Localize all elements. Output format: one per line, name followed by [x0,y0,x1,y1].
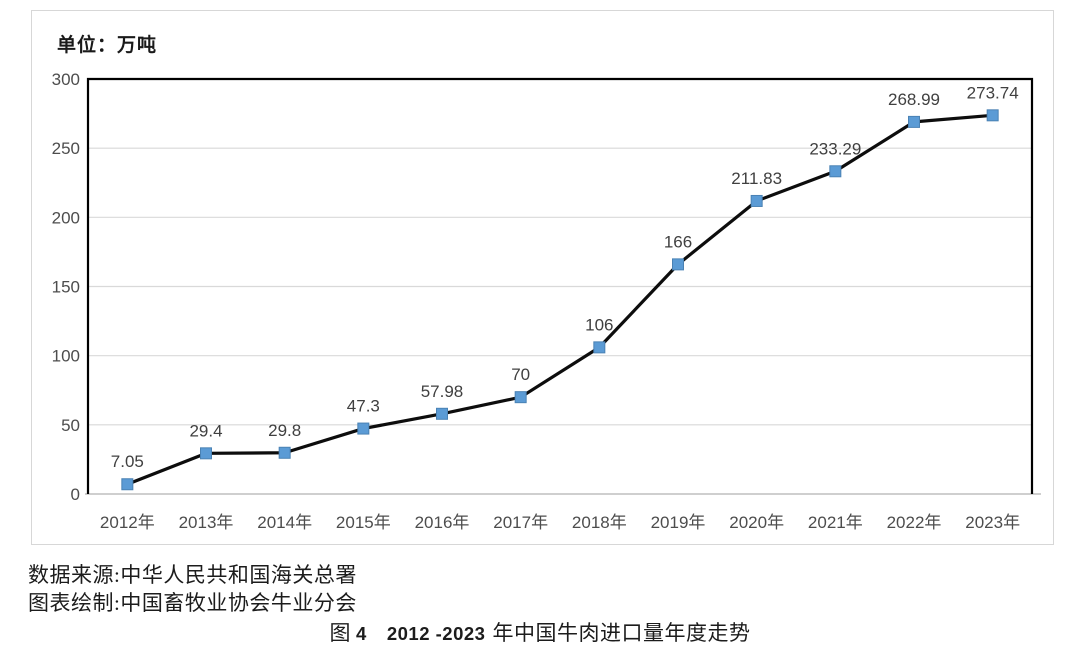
data-point-label: 268.99 [888,90,940,109]
plot-border [86,77,1034,494]
y-tick-label: 300 [52,70,80,89]
x-tick-label: 2015年 [336,513,391,532]
data-point-label: 211.83 [731,169,782,188]
y-tick-label: 200 [52,208,80,227]
data-point-marker [986,109,999,122]
x-tick-label: 2017年 [493,513,548,532]
figure-caption: 图 4 2012 -2023 年中国牛肉进口量年度走势 [0,617,1080,647]
x-tick-label: 2021年 [808,513,863,532]
x-tick-label: 2019年 [651,513,706,532]
caption-fig-number: 4 [356,623,367,644]
data-point-label: 7.05 [111,452,144,471]
data-point-label: 29.4 [189,421,222,440]
x-tick-label: 2016年 [415,513,470,532]
caption-title: 年中国牛肉进口量年度走势 [492,621,751,645]
data-point-label: 57.98 [421,382,464,401]
data-point-label: 106 [585,315,613,334]
data-point-label: 47.3 [347,397,380,416]
data-point-marker [514,391,527,404]
x-tick-label: 2023年 [965,513,1020,532]
data-point-marker [436,407,448,420]
data-point-marker [672,258,684,271]
line-chart: 0 50 100 150 200 250 300 2012年 2013年 2014年 2015年 20… [52,70,1041,532]
data-source-line: 数据来源:中华人民共和国海关总署 [28,563,357,587]
data-point-label: 70 [511,365,530,384]
data-point-marker [750,194,763,207]
y-tick-label: 250 [52,139,80,158]
data-point-label: 273.74 [967,83,1019,102]
data-point-marker [829,165,842,178]
caption-fig-label: 图 [329,621,352,645]
x-tick-label: 2014年 [257,513,312,532]
y-tick-label: 50 [61,416,80,435]
data-point-marker [121,478,134,491]
y-tick-label: 100 [52,347,80,366]
caption-years: 2012 -2023 [386,623,486,644]
data-point-label: 29.8 [268,421,301,440]
data-point-marker [908,115,920,128]
data-point-marker [357,422,370,435]
x-tick-label: 2018年 [572,513,627,532]
data-point-marker [200,447,212,460]
chart-credit-line: 图表绘制:中国畜牧业协会牛业分会 [28,591,357,615]
data-point-label: 233.29 [809,139,861,158]
data-point-marker [593,341,606,354]
unit-label: 单位：万吨 [57,35,158,56]
series-line [125,113,995,486]
x-tick-label: 2013年 [179,513,234,532]
y-tick-label: 0 [71,485,80,504]
data-point-label: 166 [664,232,692,251]
x-tick-label: 2022年 [887,513,942,532]
y-tick-label: 150 [52,278,80,297]
x-tick-label: 2020年 [729,513,784,532]
data-point-marker [278,446,291,459]
x-tick-label: 2012年 [100,513,155,532]
